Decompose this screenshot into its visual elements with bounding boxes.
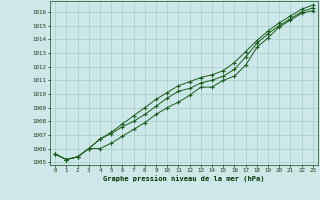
X-axis label: Graphe pression niveau de la mer (hPa): Graphe pression niveau de la mer (hPa) [103,176,265,182]
